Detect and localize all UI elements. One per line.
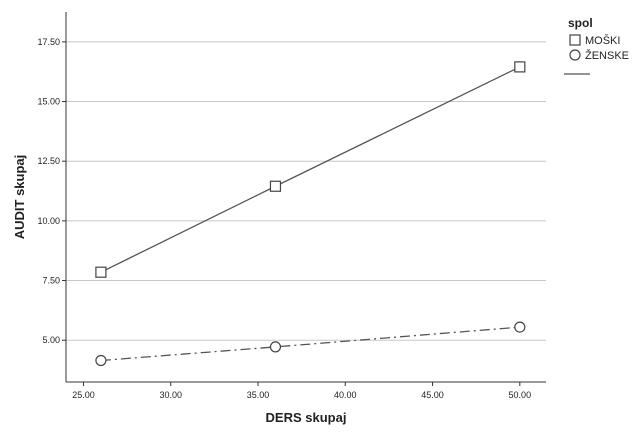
series-2-point xyxy=(269,341,282,353)
legend-label-2: ŽENSKE xyxy=(585,49,629,62)
y-tick-label: 15.00 xyxy=(37,97,60,107)
legend-label-1: MOŠKI xyxy=(585,34,620,47)
y-tick-label: 10.00 xyxy=(37,216,60,226)
x-tick-label: 25.00 xyxy=(72,390,95,400)
series-layer xyxy=(95,61,526,367)
legend-title: spol xyxy=(568,16,593,30)
x-tick-label: 50.00 xyxy=(509,390,532,400)
y-axis-title: AUDIT skupaj xyxy=(12,155,27,240)
x-tick-label: 45.00 xyxy=(421,390,444,400)
x-tick-label: 40.00 xyxy=(334,390,357,400)
x-tick-label: 30.00 xyxy=(159,390,182,400)
y-tick-label: 17.50 xyxy=(37,37,60,47)
series-2-point xyxy=(95,354,107,367)
legend-marker-1 xyxy=(569,34,581,46)
grid-layer xyxy=(66,41,546,341)
series-line-1 xyxy=(100,66,521,273)
legend-marker-2 xyxy=(569,49,581,61)
y-tick-label: 12.50 xyxy=(37,156,60,166)
series-1-point xyxy=(95,266,107,278)
legend: spol MOŠKI ŽENSKE xyxy=(564,16,629,75)
series-line-2 xyxy=(100,326,520,362)
axes-layer xyxy=(62,12,546,386)
labels-layer: 5.00 7.50 10.00 12.50 15.00 17.50 25.00 30.00 35… xyxy=(12,37,531,425)
y-tick-label: 7.50 xyxy=(42,276,60,286)
x-tick-label: 35.00 xyxy=(247,390,270,400)
y-tick-label: 5.00 xyxy=(42,335,60,345)
series-1-point xyxy=(269,180,282,192)
series-2-point xyxy=(514,321,526,333)
x-axis-title: DERS skupaj xyxy=(266,410,347,425)
series-1-point xyxy=(514,61,526,73)
